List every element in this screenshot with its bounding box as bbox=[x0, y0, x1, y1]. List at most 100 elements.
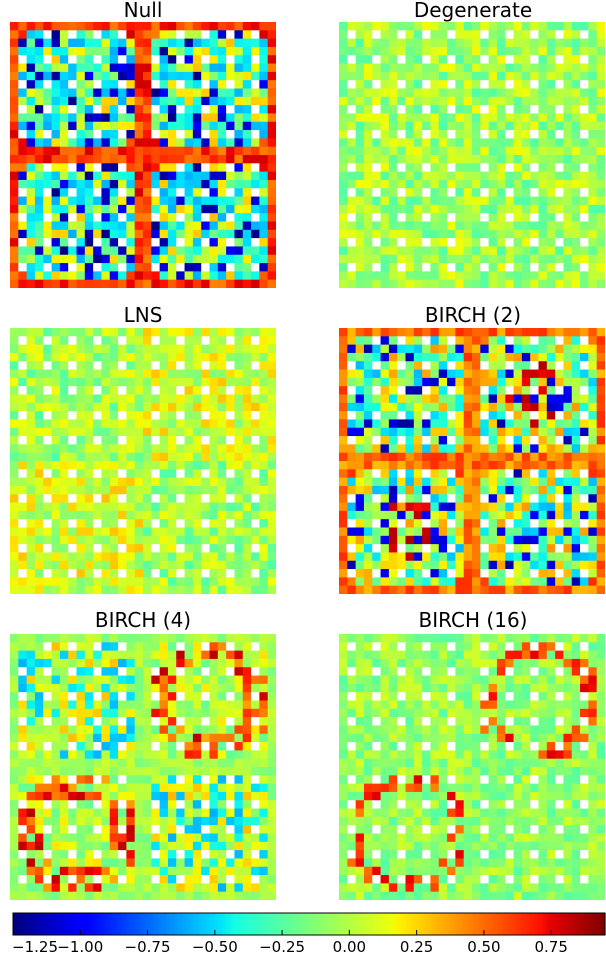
heatmap-cell bbox=[51, 402, 61, 412]
heatmap-cell bbox=[580, 71, 589, 81]
heatmap-cell bbox=[596, 46, 605, 56]
heatmap-cell bbox=[18, 700, 28, 710]
heatmap-birch-2 bbox=[339, 328, 605, 594]
heatmap-cell bbox=[563, 494, 573, 503]
heatmap-cell bbox=[242, 179, 252, 189]
heatmap-cell bbox=[259, 527, 269, 537]
heatmap-cell bbox=[109, 510, 119, 520]
heatmap-cell bbox=[43, 552, 52, 562]
heatmap-cell bbox=[242, 221, 252, 231]
heatmap-cell bbox=[118, 263, 127, 272]
heatmap-cell bbox=[10, 658, 19, 668]
heatmap-degenerate bbox=[339, 22, 605, 288]
heatmap-cell bbox=[488, 279, 498, 288]
heatmap-cell bbox=[84, 196, 94, 206]
heatmap-cell bbox=[530, 196, 539, 206]
heatmap-cell bbox=[59, 213, 69, 222]
heatmap-cell bbox=[26, 519, 36, 528]
heatmap-cell bbox=[513, 352, 523, 362]
heatmap-cell bbox=[480, 560, 490, 570]
heatmap-cell bbox=[209, 263, 219, 272]
heatmap-cell bbox=[496, 22, 506, 31]
heatmap-cell bbox=[488, 179, 498, 189]
heatmap-cell bbox=[109, 535, 119, 545]
heatmap-cell bbox=[159, 263, 169, 272]
heatmap-cell bbox=[84, 544, 94, 553]
heatmap-cell bbox=[167, 800, 177, 809]
heatmap-cell bbox=[201, 427, 210, 437]
heatmap-cell bbox=[355, 246, 365, 256]
heatmap-cell bbox=[167, 238, 177, 247]
heatmap-cell bbox=[472, 188, 481, 197]
heatmap-cell bbox=[347, 121, 357, 131]
heatmap-cell bbox=[347, 196, 357, 206]
heatmap-cell bbox=[118, 825, 127, 834]
heatmap-cell bbox=[126, 683, 136, 693]
heatmap-cell bbox=[134, 569, 144, 578]
heatmap-cell bbox=[118, 105, 127, 114]
heatmap-cell bbox=[76, 535, 86, 545]
heatmap-cell bbox=[463, 402, 473, 412]
heatmap-cell bbox=[126, 394, 136, 404]
heatmap-cell bbox=[126, 138, 136, 148]
heatmap-cell bbox=[217, 88, 227, 98]
heatmap-cell bbox=[546, 527, 556, 537]
heatmap-cell bbox=[84, 527, 94, 537]
heatmap-cell bbox=[101, 469, 111, 479]
heatmap-cell bbox=[388, 535, 398, 545]
heatmap-cell bbox=[397, 328, 406, 337]
heatmap-cell bbox=[496, 386, 506, 395]
heatmap-cell bbox=[184, 113, 194, 123]
heatmap-cell bbox=[397, 377, 406, 387]
heatmap-cell bbox=[143, 271, 152, 281]
heatmap-cell bbox=[151, 88, 161, 98]
heatmap-cell bbox=[447, 88, 456, 98]
heatmap-cell bbox=[217, 667, 227, 676]
heatmap-cell bbox=[480, 163, 490, 173]
heatmap-cell bbox=[51, 63, 61, 73]
heatmap-cell bbox=[84, 519, 94, 528]
heatmap-cell bbox=[109, 667, 119, 676]
heatmap-cell bbox=[505, 213, 514, 222]
heatmap-cell bbox=[596, 477, 605, 487]
heatmap-cell bbox=[488, 527, 498, 537]
heatmap-cell bbox=[363, 411, 373, 420]
heatmap-cell bbox=[505, 544, 514, 553]
heatmap-cell bbox=[167, 825, 177, 834]
heatmap-cell bbox=[118, 121, 127, 131]
heatmap-cell bbox=[226, 344, 235, 354]
heatmap-cell bbox=[59, 858, 69, 868]
heatmap-cell bbox=[422, 477, 431, 487]
heatmap-cell bbox=[109, 825, 119, 834]
heatmap-cell bbox=[34, 577, 44, 587]
heatmap-cell bbox=[68, 179, 77, 189]
heatmap-cell bbox=[405, 369, 415, 379]
heatmap-cell bbox=[571, 71, 581, 81]
heatmap-cell bbox=[355, 328, 365, 337]
heatmap-cell bbox=[380, 130, 390, 139]
heatmap-cell bbox=[580, 263, 589, 272]
heatmap-cell bbox=[355, 436, 365, 445]
heatmap-cell bbox=[555, 510, 564, 520]
heatmap-cell bbox=[463, 477, 473, 487]
heatmap-cell bbox=[513, 146, 523, 156]
heatmap-cell bbox=[109, 494, 119, 503]
heatmap-cell bbox=[217, 369, 227, 379]
heatmap-cell bbox=[363, 196, 373, 206]
heatmap-cell bbox=[580, 560, 589, 570]
heatmap-cell bbox=[251, 502, 260, 512]
heatmap-cell bbox=[76, 708, 86, 718]
heatmap-cell bbox=[217, 444, 227, 454]
heatmap-cell bbox=[347, 155, 357, 164]
heatmap-cell bbox=[93, 858, 102, 868]
heatmap-cell bbox=[480, 386, 490, 395]
heatmap-cell bbox=[134, 80, 144, 89]
heatmap-cell bbox=[59, 271, 69, 281]
heatmap-cell bbox=[388, 30, 398, 40]
heatmap-cell bbox=[84, 30, 94, 40]
heatmap-cell bbox=[167, 519, 177, 528]
heatmap-cell bbox=[59, 650, 69, 660]
heatmap-cell bbox=[201, 46, 210, 56]
heatmap-cell bbox=[588, 369, 598, 379]
heatmap-cell bbox=[76, 733, 86, 743]
